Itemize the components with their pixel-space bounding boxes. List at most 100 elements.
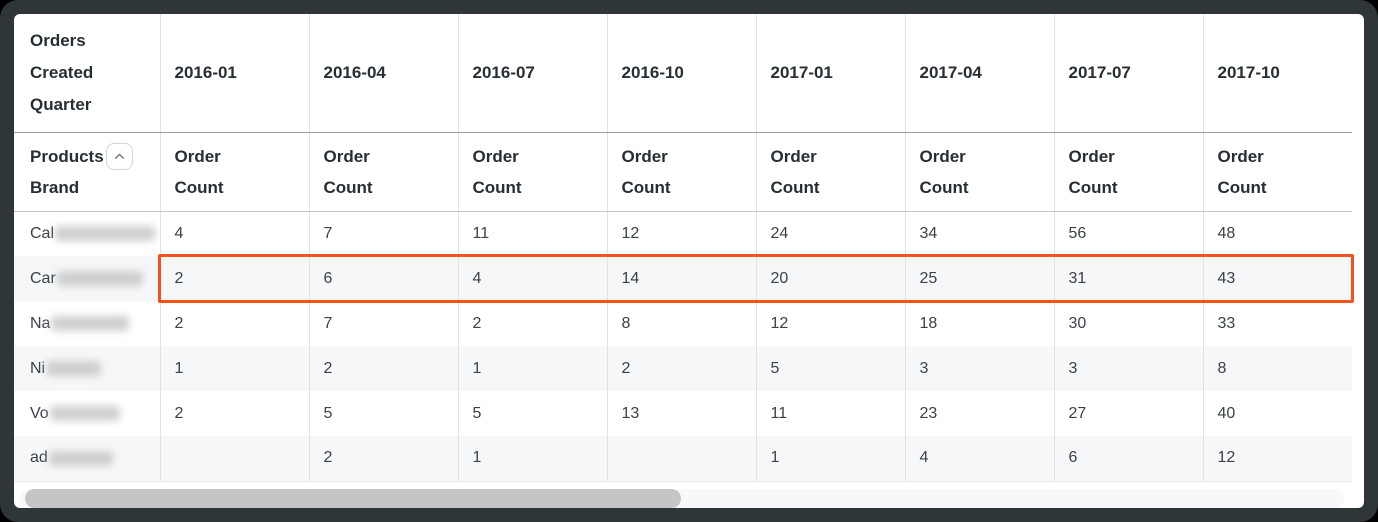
table-row-ad: ad 2 1 1 4 6 12 — [14, 436, 1352, 482]
horizontal-scrollbar[interactable] — [20, 488, 1344, 508]
measure-header-2016-01[interactable]: Order Count — [159, 132, 309, 212]
order-count-cell[interactable]: 31 — [1053, 256, 1203, 301]
order-count-cell[interactable]: 4 — [457, 256, 607, 301]
order-count-cell[interactable]: 2 — [606, 346, 756, 391]
order-count-cell[interactable]: 7 — [308, 301, 458, 346]
order-count-cell[interactable]: 3 — [904, 346, 1054, 391]
row-label[interactable]: Cal — [14, 211, 160, 256]
column-header-2017-04[interactable]: 2017-04 — [904, 14, 1054, 133]
measure-label: Order Count — [323, 146, 373, 197]
table-row-Car: Car 2 6 4 14 20 25 31 43 — [14, 256, 1352, 301]
table-header: Orders Created Quarter 2016-01 2016-04 201… — [14, 14, 1352, 212]
order-count-cell[interactable]: 8 — [606, 301, 756, 346]
order-count-cell[interactable]: 25 — [904, 256, 1054, 301]
order-count-cell[interactable]: 14 — [606, 256, 756, 301]
column-header-2017-07[interactable]: 2017-07 — [1053, 14, 1203, 133]
order-count-cell[interactable]: 33 — [1202, 301, 1352, 346]
redacted-label-blur — [51, 315, 130, 331]
order-count-cell[interactable]: 12 — [1202, 436, 1352, 482]
redacted-label-blur — [48, 450, 113, 466]
column-header-2016-04[interactable]: 2016-04 — [308, 14, 458, 133]
sort-ascending-button[interactable] — [105, 142, 133, 170]
row-label-prefix: Vo — [30, 404, 49, 422]
order-count-cell[interactable] — [159, 436, 309, 482]
measure-header-2017-01[interactable]: Order Count — [755, 132, 905, 212]
order-count-cell[interactable]: 43 — [1202, 256, 1352, 301]
order-count-cell[interactable]: 8 — [1202, 346, 1352, 391]
row-label-prefix: ad — [30, 449, 48, 467]
measure-label: Order Count — [174, 146, 224, 197]
measure-label: Order Count — [770, 146, 820, 197]
column-header-2017-10[interactable]: 2017-10 — [1202, 14, 1352, 133]
order-count-cell[interactable]: 2 — [159, 256, 309, 301]
measure-header-2016-07[interactable]: Order Count — [457, 132, 607, 212]
measure-label: Order Count — [1217, 146, 1267, 197]
order-count-cell[interactable]: 13 — [606, 391, 756, 436]
order-count-cell[interactable]: 34 — [904, 211, 1054, 256]
quarters-header-row: Orders Created Quarter 2016-01 2016-04 201… — [14, 14, 1352, 133]
order-count-cell[interactable]: 1 — [755, 436, 905, 482]
order-count-cell[interactable] — [606, 436, 756, 482]
row-label-prefix: Na — [30, 314, 51, 332]
order-count-cell[interactable]: 5 — [308, 391, 458, 436]
order-count-cell[interactable]: 2 — [159, 391, 309, 436]
order-count-cell[interactable]: 5 — [755, 346, 905, 391]
order-count-cell[interactable]: 7 — [308, 211, 458, 256]
row-dimension-label-line1: Products — [30, 146, 104, 166]
order-count-cell[interactable]: 20 — [755, 256, 905, 301]
chevron-up-icon — [114, 153, 124, 159]
measure-header-2016-04[interactable]: Order Count — [308, 132, 458, 212]
order-count-cell[interactable]: 5 — [457, 391, 607, 436]
scrollbar-thumb[interactable] — [25, 488, 681, 508]
order-count-cell[interactable]: 56 — [1053, 211, 1203, 256]
row-label-prefix: Cal — [30, 224, 55, 242]
order-count-cell[interactable]: 3 — [1053, 346, 1203, 391]
order-count-cell[interactable]: 4 — [904, 436, 1054, 482]
row-label[interactable]: Vo — [14, 391, 160, 436]
column-header-2016-07[interactable]: 2016-07 — [457, 14, 607, 133]
table-row-Na: Na 2 7 2 8 12 18 30 33 — [14, 301, 1352, 346]
column-header-2016-10[interactable]: 2016-10 — [606, 14, 756, 133]
order-count-cell[interactable]: 1 — [159, 346, 309, 391]
order-count-cell[interactable]: 11 — [755, 391, 905, 436]
row-label[interactable]: ad — [14, 436, 160, 482]
column-header-2017-01[interactable]: 2017-01 — [755, 14, 905, 133]
redacted-label-blur — [55, 226, 156, 242]
measure-header-2017-07[interactable]: Order Count — [1053, 132, 1203, 212]
row-label[interactable]: Na — [14, 301, 160, 346]
table-panel: Orders Created Quarter 2016-01 2016-04 201… — [14, 14, 1364, 508]
order-count-cell[interactable]: 1 — [457, 346, 607, 391]
row-dimension-label-line2: Brand — [30, 177, 80, 197]
measure-label: Order Count — [621, 146, 671, 197]
measure-header-2017-04[interactable]: Order Count — [904, 132, 1054, 212]
order-count-cell[interactable]: 2 — [308, 436, 458, 482]
measure-header-2016-10[interactable]: Order Count — [606, 132, 756, 212]
table-body: Cal 4 7 11 12 24 34 56 48 Car 2 6 4 14 20 25 31 43 Na 2 7 2 8 1… — [14, 211, 1352, 482]
order-count-cell[interactable]: 30 — [1053, 301, 1203, 346]
order-count-cell[interactable]: 4 — [159, 211, 309, 256]
measure-label: Order Count — [1068, 146, 1118, 197]
measure-header-2017-10[interactable]: Order Count — [1202, 132, 1352, 212]
order-count-cell[interactable]: 18 — [904, 301, 1054, 346]
order-count-cell[interactable]: 12 — [755, 301, 905, 346]
order-count-cell[interactable]: 6 — [1053, 436, 1203, 482]
order-count-cell[interactable]: 27 — [1053, 391, 1203, 436]
redacted-label-blur — [46, 360, 102, 376]
order-count-cell[interactable]: 1 — [457, 436, 607, 482]
order-count-cell[interactable]: 40 — [1202, 391, 1352, 436]
order-count-cell[interactable]: 2 — [159, 301, 309, 346]
row-label[interactable]: Ni — [14, 346, 160, 391]
order-count-cell[interactable]: 12 — [606, 211, 756, 256]
row-label[interactable]: Car — [14, 256, 160, 301]
order-count-cell[interactable]: 6 — [308, 256, 458, 301]
column-header-2016-01[interactable]: 2016-01 — [159, 14, 309, 133]
order-count-cell[interactable]: 11 — [457, 211, 607, 256]
order-count-cell[interactable]: 48 — [1202, 211, 1352, 256]
order-count-cell[interactable]: 2 — [308, 346, 458, 391]
order-count-cell[interactable]: 2 — [457, 301, 607, 346]
order-count-cell[interactable]: 24 — [755, 211, 905, 256]
row-dimension-header[interactable]: Products Brand — [14, 132, 160, 212]
measures-header-row: Products Brand Order Count Order Count Ord… — [14, 132, 1352, 212]
order-count-cell[interactable]: 23 — [904, 391, 1054, 436]
redacted-label-blur — [56, 270, 143, 286]
